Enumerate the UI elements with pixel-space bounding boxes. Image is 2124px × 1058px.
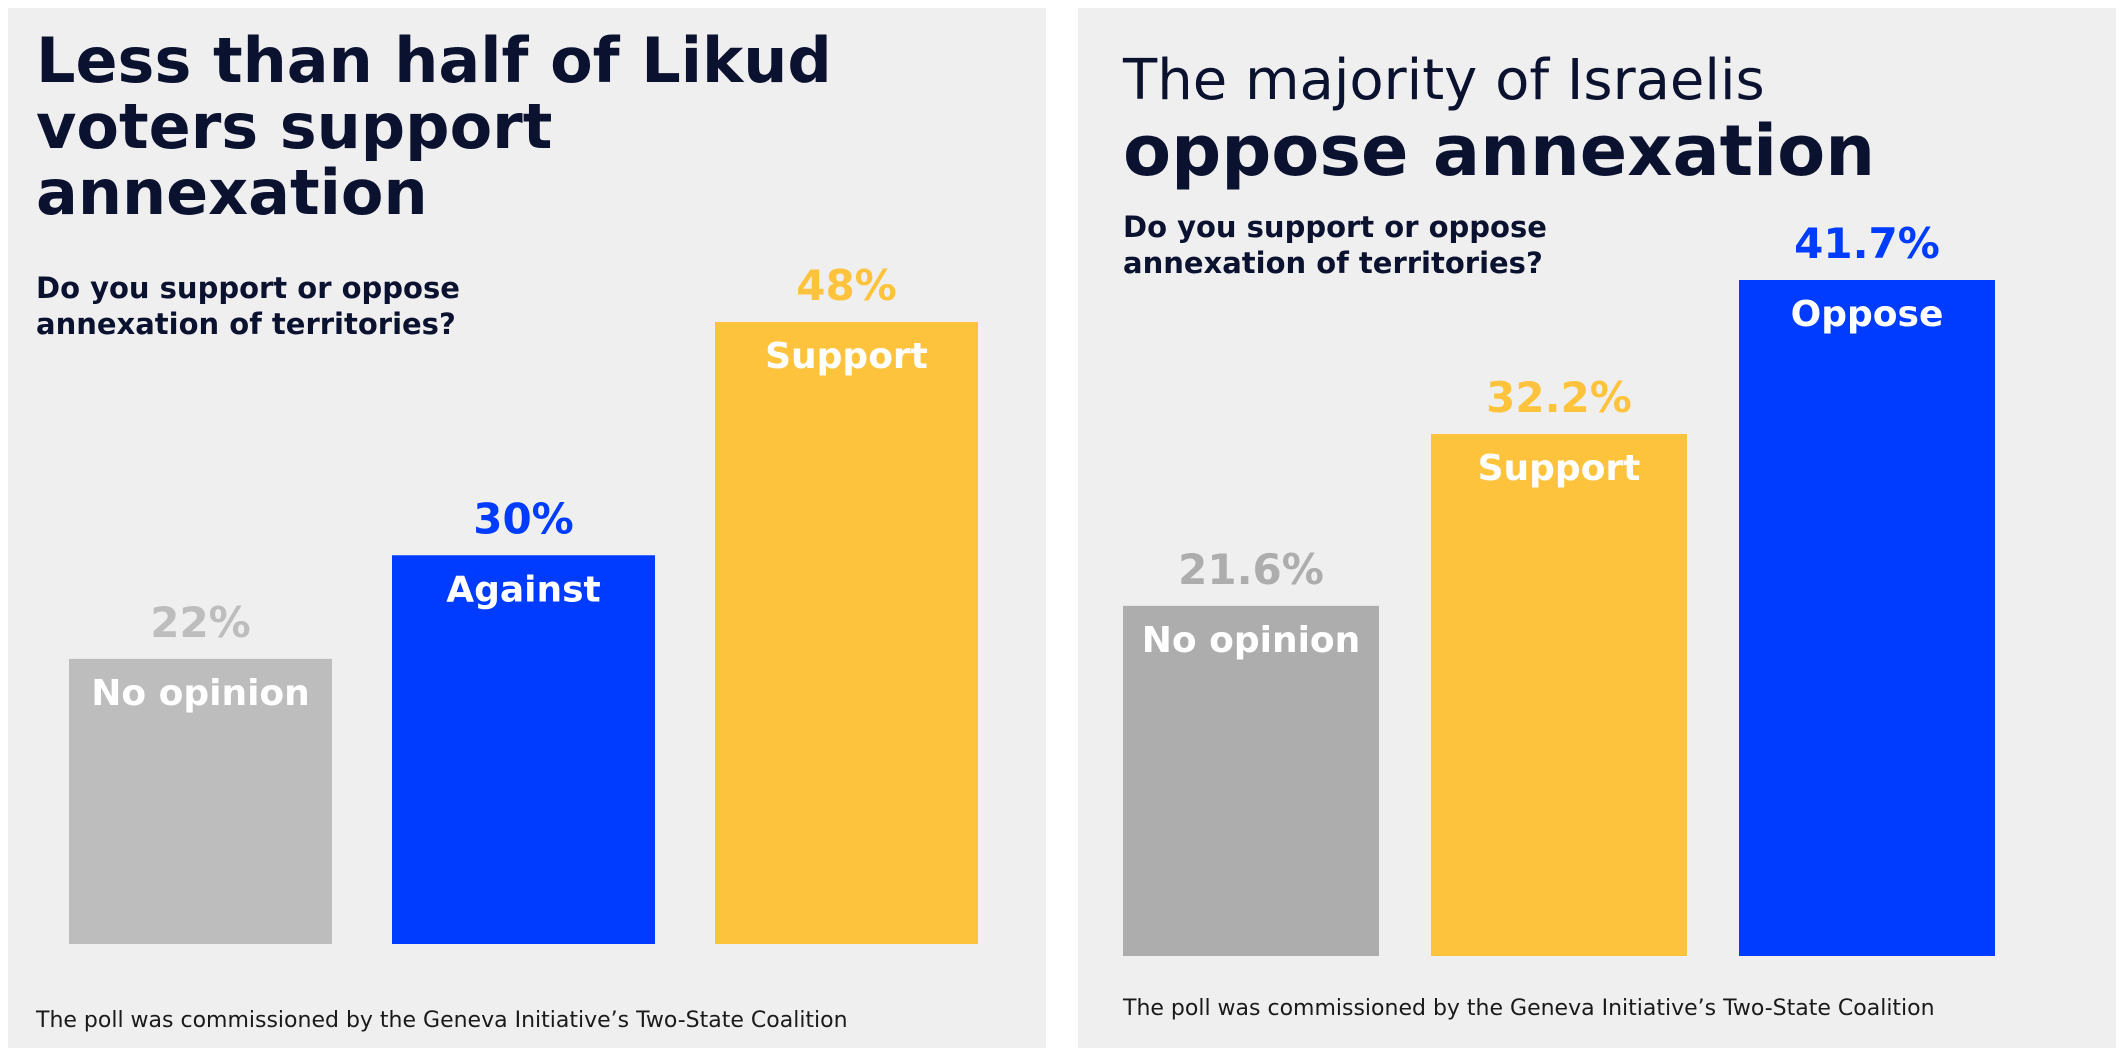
left-no-opinion-bar [69,658,332,944]
right-support-bar [1431,434,1687,957]
right-no-opinion-bar [1123,605,1379,956]
right-bar-chart: 21.6% No opinion 32.2% Support 41.7% Oppose [1123,219,1995,957]
right-oppose-bar [1739,280,1995,956]
left-support-category-label: Support [765,336,928,377]
left-chart-panel: Less than half of Likud voters support a… [8,8,1046,1048]
right-chart-title-line1: The majority of Israelis [1123,48,1765,113]
right-chart-panel: The majority of Israelis oppose annexati… [1078,8,2116,1048]
right-chart-title: The majority of Israelis oppose annexati… [1123,48,1876,192]
left-against-bar [392,555,655,944]
right-support-category-label: Support [1478,448,1641,489]
right-chart-footnote: The poll was commissioned by the Geneva … [1123,996,1935,1021]
left-bar-chart: 22% No opinion 30% Against 48% Support [69,261,978,944]
left-chart-question: Do you support or oppose annexation of t… [36,271,460,341]
right-no-opinion-value-label: 21.6% [1178,545,1324,594]
left-against-value-label: 30% [473,494,574,543]
right-support-value-label: 32.2% [1486,373,1632,422]
right-oppose-category-label: Oppose [1791,294,1944,335]
right-oppose-value-label: 41.7% [1794,219,1940,268]
right-chart-title-line2: oppose annexation [1123,110,1876,192]
left-against-category-label: Against [446,569,601,610]
left-chart-footnote: The poll was commissioned by the Geneva … [36,1008,848,1033]
left-support-value-label: 48% [796,261,897,310]
right-no-opinion-category-label: No opinion [1142,620,1361,661]
left-chart-title: Less than half of Likud voters support a… [36,24,832,229]
right-chart-question: Do you support or oppose annexation of t… [1123,210,1547,280]
left-support-bar [715,322,978,944]
left-no-opinion-category-label: No opinion [91,673,310,714]
left-no-opinion-value-label: 22% [150,598,251,647]
